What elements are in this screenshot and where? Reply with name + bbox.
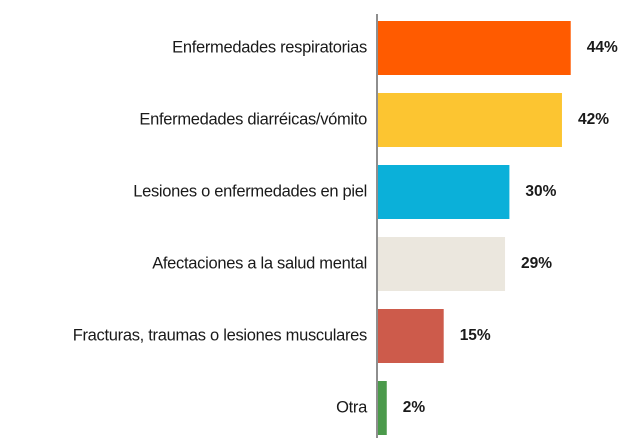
value-label: 42% [578, 111, 609, 128]
category-label: Otra [336, 398, 368, 416]
value-label: 44% [587, 39, 618, 56]
bar [378, 21, 571, 75]
category-label: Enfermedades respiratorias [172, 38, 367, 56]
value-label: 29% [521, 255, 552, 272]
value-label: 15% [460, 327, 491, 344]
bar [378, 381, 387, 435]
bar [378, 237, 506, 291]
bar [378, 309, 444, 363]
bar [378, 93, 562, 147]
value-label: 30% [525, 183, 556, 200]
bar [378, 165, 510, 219]
category-label: Enfermedades diarréicas/vómito [139, 110, 367, 128]
category-label: Lesiones o enfermedades en piel [133, 182, 367, 200]
value-label: 2% [403, 399, 426, 416]
category-label: Afectaciones a la salud mental [152, 254, 367, 272]
category-label: Fracturas, traumas o lesiones musculares [73, 326, 367, 344]
